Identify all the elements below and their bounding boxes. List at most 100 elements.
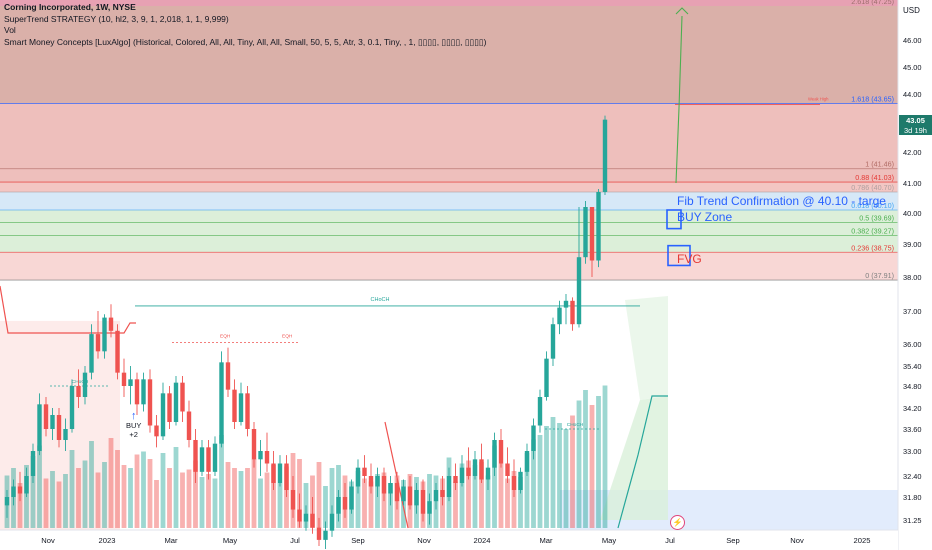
candle-body[interactable] [128,379,133,386]
candle-body[interactable] [264,451,270,464]
candle-body[interactable] [284,463,289,491]
candle-body[interactable] [446,476,452,497]
candle-body[interactable] [524,451,530,472]
candle-body[interactable] [154,425,159,437]
candle-body[interactable] [583,207,588,258]
candle-body[interactable] [212,443,218,472]
candle-body[interactable] [310,513,315,528]
candle-body[interactable] [329,513,335,531]
time-tick-label[interactable]: Jul [290,536,300,545]
candle-body[interactable] [238,393,244,422]
candle-body[interactable] [368,476,374,487]
candle-body[interactable] [362,467,367,476]
candle-body[interactable] [121,372,127,386]
price-tick-label[interactable]: 33.60 [903,425,922,434]
time-tick-label[interactable]: Nov [41,536,55,545]
candle-body[interactable] [30,451,36,476]
candle-body[interactable] [180,382,185,412]
candle-body[interactable] [186,411,192,441]
candle-body[interactable] [414,490,419,506]
price-tick-label[interactable]: 36.00 [903,340,922,349]
candle-body[interactable] [472,459,478,476]
candle-body[interactable] [290,490,296,510]
candle-body[interactable] [11,486,16,498]
candle-body[interactable] [511,476,517,490]
volume-indicator-label[interactable]: Vol [4,25,16,35]
candle-body[interactable] [56,415,62,440]
candle-body[interactable] [271,463,276,484]
candle-body[interactable] [440,490,445,497]
price-tick-label[interactable]: 45.00 [903,63,922,72]
candle-body[interactable] [505,463,510,477]
price-tick-label[interactable]: 42.00 [903,148,922,157]
candle-body[interactable] [303,513,309,522]
candle-body[interactable] [108,317,114,331]
time-tick-label[interactable]: Jul [665,536,675,545]
candle-body[interactable] [258,451,263,460]
price-tick-label[interactable]: 44.00 [903,90,922,99]
candle-body[interactable] [563,300,569,308]
candle-body[interactable] [433,490,439,502]
candle-body[interactable] [576,257,582,325]
candle-body[interactable] [544,358,549,397]
candle-body[interactable] [199,447,205,472]
candle-body[interactable] [50,415,55,429]
buy-zone-box[interactable] [666,209,682,230]
time-tick-label[interactable]: Mar [539,536,553,545]
candle-body[interactable] [63,429,68,440]
time-tick-label[interactable]: Nov [417,536,431,545]
candle-body[interactable] [492,440,497,468]
candle-body[interactable] [420,490,426,514]
currency-label[interactable]: USD [903,6,920,15]
candle-body[interactable] [297,509,302,522]
candle-body[interactable] [89,334,94,373]
price-tick-label[interactable]: 31.80 [903,493,922,502]
price-tick-label[interactable]: 37.00 [903,307,922,316]
candle-body[interactable] [479,459,484,480]
time-tick-label[interactable]: Nov [790,536,804,545]
price-tick-label[interactable]: 31.25 [903,516,922,525]
candle-body[interactable] [193,440,198,472]
candle-body[interactable] [147,379,153,426]
time-tick-label[interactable]: Mar [164,536,178,545]
candle-body[interactable] [550,324,556,359]
candle-body[interactable] [167,393,172,422]
candle-body[interactable] [557,307,562,325]
candle-body[interactable] [485,467,491,480]
price-tick-label[interactable]: 34.80 [903,382,922,391]
candle-body[interactable] [323,530,328,540]
candle-body[interactable] [394,483,400,502]
candle-body[interactable] [518,471,523,490]
candle-body[interactable] [141,379,146,405]
price-tick-label[interactable]: 39.00 [903,240,922,249]
candle-body[interactable] [531,425,536,452]
candle-body[interactable] [102,317,107,352]
candle-body[interactable] [232,389,237,422]
candle-body[interactable] [17,486,23,494]
candle-body[interactable] [24,476,29,494]
candle-body[interactable] [570,300,575,325]
smc-indicator-label[interactable]: Smart Money Concepts [LuxAlgo] (Historic… [4,36,487,47]
candle-body[interactable] [466,467,471,476]
time-tick-label[interactable]: 2025 [854,536,871,545]
candle-body[interactable] [219,362,224,444]
candle-body[interactable] [453,476,458,483]
time-tick-label[interactable]: 2024 [474,536,491,545]
candle-body[interactable] [251,429,257,460]
candle-body[interactable] [401,486,406,502]
price-tick-label[interactable]: 35.40 [903,362,922,371]
price-tick-label[interactable]: 33.00 [903,447,922,456]
candle-body[interactable] [316,527,322,540]
candle-body[interactable] [95,334,101,352]
candle-body[interactable] [115,330,120,373]
candle-body[interactable] [602,119,608,192]
time-tick-label[interactable]: Sep [351,536,365,545]
candle-body[interactable] [381,476,387,494]
lightning-icon[interactable]: ⚡ [670,515,685,530]
candle-body[interactable] [427,501,432,514]
candle-body[interactable] [37,404,42,451]
candle-body[interactable] [69,386,75,429]
candle-body[interactable] [206,447,211,472]
fvg-box[interactable] [667,244,691,267]
